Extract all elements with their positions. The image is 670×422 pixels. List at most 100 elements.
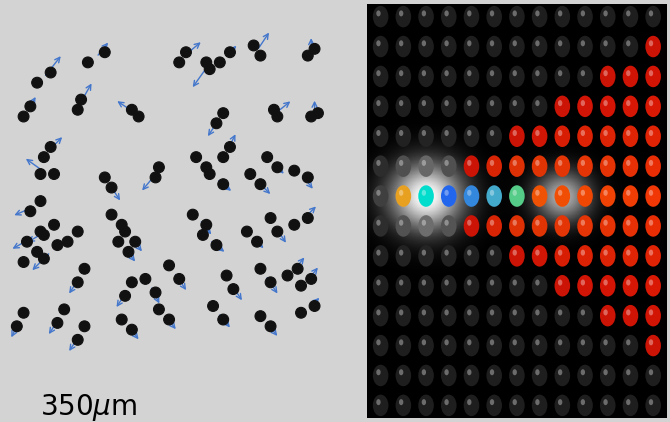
- Circle shape: [535, 279, 539, 286]
- Circle shape: [486, 395, 502, 416]
- Circle shape: [604, 130, 608, 136]
- Circle shape: [418, 185, 434, 207]
- Circle shape: [626, 190, 630, 196]
- Circle shape: [578, 365, 593, 386]
- Circle shape: [377, 399, 381, 405]
- Circle shape: [509, 155, 525, 177]
- Circle shape: [513, 70, 517, 76]
- Circle shape: [626, 11, 630, 16]
- Circle shape: [581, 399, 585, 405]
- Circle shape: [645, 185, 661, 207]
- Circle shape: [174, 57, 185, 68]
- Circle shape: [490, 160, 494, 166]
- Circle shape: [600, 395, 616, 416]
- Circle shape: [399, 249, 403, 256]
- Circle shape: [302, 172, 313, 183]
- Circle shape: [513, 399, 517, 405]
- Circle shape: [509, 365, 525, 386]
- Circle shape: [373, 95, 389, 117]
- Circle shape: [399, 279, 403, 286]
- Circle shape: [295, 307, 306, 318]
- Circle shape: [532, 305, 547, 327]
- Circle shape: [289, 219, 299, 230]
- Circle shape: [302, 50, 313, 61]
- Circle shape: [600, 215, 616, 237]
- Circle shape: [421, 279, 426, 286]
- Circle shape: [373, 305, 389, 327]
- Circle shape: [140, 273, 151, 284]
- Circle shape: [509, 305, 525, 327]
- Circle shape: [395, 66, 411, 87]
- Circle shape: [221, 270, 232, 281]
- Circle shape: [600, 335, 616, 356]
- Circle shape: [255, 263, 266, 274]
- Circle shape: [153, 162, 164, 173]
- Circle shape: [535, 130, 539, 136]
- Circle shape: [626, 279, 630, 286]
- Circle shape: [578, 66, 593, 87]
- Circle shape: [555, 395, 570, 416]
- Circle shape: [535, 100, 539, 106]
- Circle shape: [201, 219, 212, 230]
- Circle shape: [444, 249, 449, 256]
- Circle shape: [377, 339, 381, 345]
- Circle shape: [649, 339, 653, 345]
- Circle shape: [218, 108, 228, 119]
- Circle shape: [532, 155, 547, 177]
- Circle shape: [441, 365, 456, 386]
- Circle shape: [418, 365, 434, 386]
- Circle shape: [441, 275, 456, 297]
- Circle shape: [532, 275, 547, 297]
- Circle shape: [272, 111, 283, 122]
- Circle shape: [558, 369, 562, 375]
- Circle shape: [255, 50, 266, 61]
- Circle shape: [604, 399, 608, 405]
- Circle shape: [645, 6, 661, 27]
- Circle shape: [395, 215, 411, 237]
- Circle shape: [312, 108, 324, 119]
- Circle shape: [555, 95, 570, 117]
- Circle shape: [117, 314, 127, 325]
- Circle shape: [490, 249, 494, 256]
- Circle shape: [486, 185, 502, 207]
- Circle shape: [467, 11, 472, 16]
- Circle shape: [578, 245, 593, 267]
- Circle shape: [513, 130, 517, 136]
- Circle shape: [486, 155, 502, 177]
- Circle shape: [441, 155, 456, 177]
- Circle shape: [578, 395, 593, 416]
- Circle shape: [626, 100, 630, 106]
- Circle shape: [581, 160, 585, 166]
- Circle shape: [282, 270, 293, 281]
- Circle shape: [120, 290, 131, 301]
- Circle shape: [581, 309, 585, 316]
- Circle shape: [535, 309, 539, 316]
- Circle shape: [399, 369, 403, 375]
- Circle shape: [581, 40, 585, 46]
- Circle shape: [509, 95, 525, 117]
- Circle shape: [127, 104, 137, 115]
- Circle shape: [555, 125, 570, 147]
- Circle shape: [626, 339, 630, 345]
- Circle shape: [395, 125, 411, 147]
- Circle shape: [604, 70, 608, 76]
- Circle shape: [377, 130, 381, 136]
- Circle shape: [581, 279, 585, 286]
- Circle shape: [72, 334, 83, 345]
- Circle shape: [444, 70, 449, 76]
- Circle shape: [649, 249, 653, 256]
- Circle shape: [464, 305, 479, 327]
- Circle shape: [25, 206, 36, 216]
- Circle shape: [245, 169, 256, 179]
- Circle shape: [649, 130, 653, 136]
- Circle shape: [18, 111, 29, 122]
- Circle shape: [421, 130, 426, 136]
- Circle shape: [133, 111, 144, 122]
- Circle shape: [399, 100, 403, 106]
- Circle shape: [645, 95, 661, 117]
- Circle shape: [31, 246, 42, 257]
- Circle shape: [464, 36, 479, 57]
- Circle shape: [645, 395, 661, 416]
- Circle shape: [130, 236, 141, 247]
- Circle shape: [490, 190, 494, 196]
